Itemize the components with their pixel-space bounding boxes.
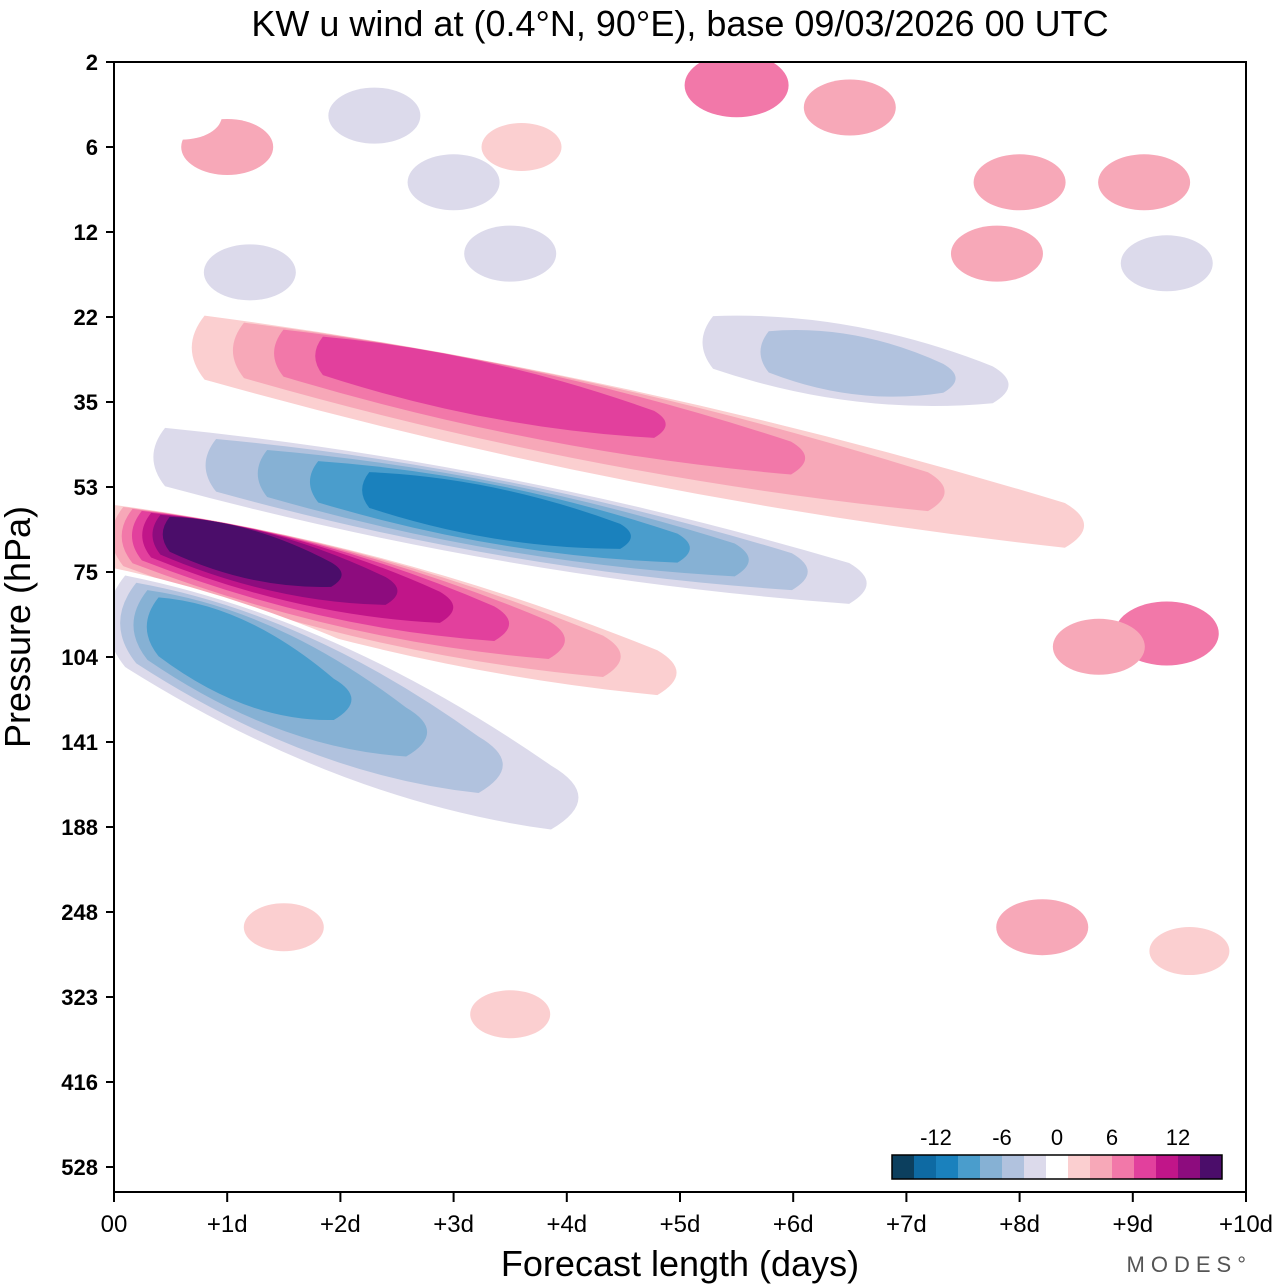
contour-blob [640, 821, 720, 870]
y-tick-label: 75 [74, 560, 98, 585]
contour-band [315, 336, 666, 438]
contour-blob [1098, 154, 1191, 211]
x-tick-label: +2d [320, 1211, 361, 1238]
colorbar-swatch [1134, 1155, 1156, 1179]
contour-blob [141, 91, 222, 140]
y-tick-label: 416 [61, 1070, 98, 1095]
colorbar-swatch [1002, 1155, 1024, 1179]
colorbar-swatch [1178, 1155, 1200, 1179]
contour-blob [684, 62, 789, 118]
contour-blob [1092, 1061, 1173, 1110]
x-axis-label: Forecast length (days) [501, 1243, 859, 1284]
contour-blob [996, 899, 1089, 956]
colorbar-swatch [980, 1155, 1002, 1179]
colorbar-swatch [936, 1155, 958, 1179]
contour-blob [470, 990, 551, 1039]
contour-fields [114, 62, 1230, 1118]
contour-blob [1052, 618, 1145, 675]
x-tick-label: +6d [773, 1211, 814, 1238]
contour-band [162, 516, 342, 587]
colorbar-swatch [892, 1155, 914, 1179]
y-tick-label: 53 [74, 475, 98, 500]
x-tick-label: +10d [1219, 1211, 1273, 1238]
y-tick-label: 188 [61, 815, 98, 840]
y-axis: 2 6 12 22 35 53 75 104 141 188 248 323 416 528 [61, 50, 114, 1180]
y-tick-label: 2 [86, 50, 98, 75]
modes-logo: MODES° [1127, 1252, 1252, 1277]
x-tick-label: +1d [207, 1211, 248, 1238]
colorbar-legend: -12 -6 0 6 12 [891, 1125, 1223, 1180]
colorbar-label: -12 [920, 1125, 952, 1150]
contour-blob [481, 123, 562, 171]
contour-blob [866, 736, 947, 785]
y-tick-label: 12 [74, 220, 98, 245]
y-tick-label: 323 [61, 985, 98, 1010]
x-tick-label: +9d [1112, 1211, 1153, 1238]
contour-blob [243, 903, 324, 952]
x-axis: 00 +1d +2d +3d +4d +5d +6d +7d +8d +9d +10d [101, 1192, 1273, 1238]
y-tick-label: 6 [86, 135, 98, 160]
contour-blob [328, 87, 421, 144]
colorbar-swatch [1024, 1155, 1046, 1179]
contour-band [760, 330, 956, 397]
contour-band [362, 472, 631, 549]
y-tick-label: 528 [61, 1155, 98, 1180]
x-tick-label: +4d [546, 1211, 587, 1238]
chart-title: KW u wind at (0.4°N, 90°E), base 09/03/2… [251, 3, 1108, 44]
colorbar-label: -6 [992, 1125, 1012, 1150]
colorbar-swatch [1090, 1155, 1112, 1179]
colorbar-swatch [914, 1155, 936, 1179]
contour-blob [950, 225, 1043, 282]
colorbar-label: 12 [1166, 1125, 1190, 1150]
y-tick-label: 22 [74, 305, 98, 330]
colorbar-swatch [1112, 1155, 1134, 1179]
y-tick-label: 248 [61, 900, 98, 925]
x-tick-label: +8d [999, 1211, 1040, 1238]
colorbar-swatch [1046, 1155, 1068, 1179]
contour-band [146, 597, 352, 721]
contour-blob [464, 225, 557, 282]
y-axis-label: Pressure (hPa) [0, 506, 38, 748]
contour-blob [1120, 235, 1213, 292]
y-tick-label: 104 [61, 645, 98, 670]
contour-blob [1149, 927, 1230, 976]
contour-blob [973, 154, 1066, 211]
x-tick-label: +5d [660, 1211, 701, 1238]
contour-blob [803, 79, 896, 136]
colorbar-swatch [1200, 1155, 1222, 1179]
x-tick-label: +3d [433, 1211, 474, 1238]
colorbar-swatch [1068, 1155, 1090, 1179]
x-tick-label: +7d [886, 1211, 927, 1238]
contour-blob [1092, 806, 1173, 855]
y-tick-label: 35 [74, 390, 98, 415]
colorbar-frame [891, 1154, 1223, 1180]
y-tick-label: 141 [61, 730, 98, 755]
colorbar-swatch [958, 1155, 980, 1179]
colorbar-label: 0 [1051, 1125, 1063, 1150]
colorbar-swatch [1156, 1155, 1178, 1179]
colorbar-label: 6 [1106, 1125, 1118, 1150]
contour-blob [203, 244, 296, 301]
contour-blob [407, 154, 500, 211]
x-tick-label: 00 [101, 1211, 128, 1238]
